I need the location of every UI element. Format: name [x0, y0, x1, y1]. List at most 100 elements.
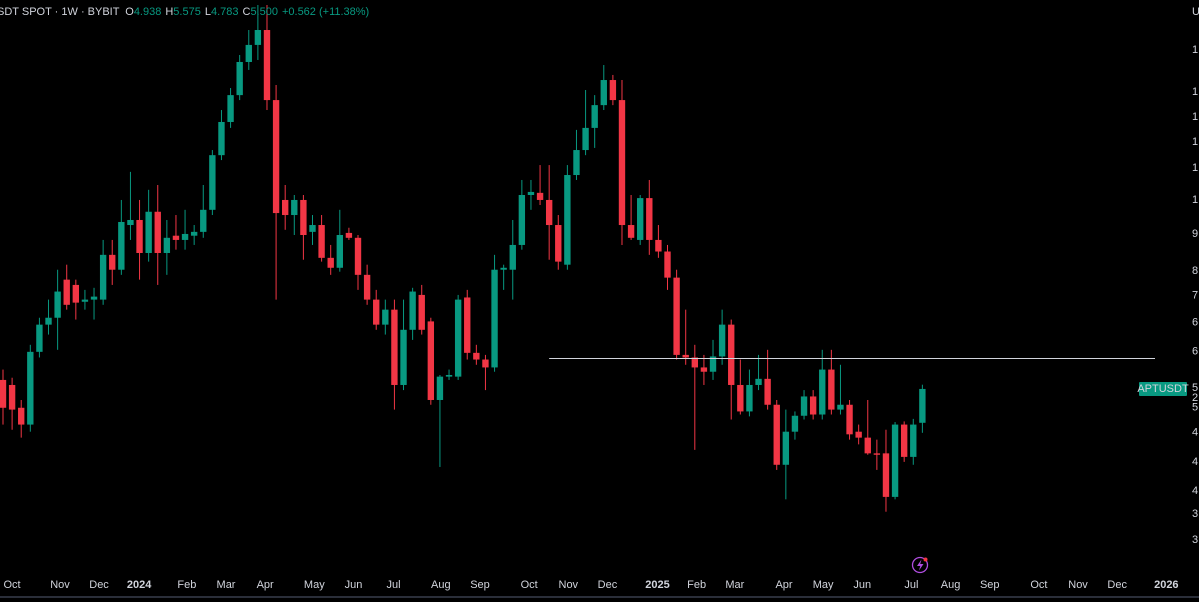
candle-body [609, 80, 617, 101]
y-tick-label: 9 [1192, 228, 1198, 240]
candle-body [682, 354, 689, 358]
candle-body [272, 100, 280, 214]
price-label-value: 5 [1192, 382, 1198, 394]
ohlc-value: 4.938 [134, 6, 162, 18]
candle-body [737, 384, 744, 412]
candle-body [509, 244, 516, 270]
candle-body [154, 211, 161, 253]
ohlc-key: H [165, 6, 173, 18]
price-label: APTUSDT 52 [1137, 382, 1198, 404]
change: +0.562 (+11.38%) [282, 6, 369, 18]
candle-body [200, 209, 207, 232]
x-tick-label: Aug [431, 579, 451, 591]
candle-body [791, 415, 799, 432]
x-tick-label: Feb [177, 579, 196, 591]
candle-body [291, 199, 298, 216]
x-tick-label: May [813, 579, 834, 591]
x-tick-label: Dec [598, 579, 618, 591]
candle-body [919, 388, 926, 423]
candle-body [118, 221, 125, 270]
x-tick-label: Mar [725, 579, 744, 591]
candle-body [382, 309, 389, 325]
candle-body [227, 95, 234, 122]
x-tick-label: 2024 [127, 579, 152, 591]
candle-body [846, 404, 853, 435]
candle-body [63, 279, 70, 305]
x-tick-label: Aug [941, 579, 961, 591]
candle-body [99, 254, 107, 300]
x-tick-label: Sep [470, 579, 490, 591]
candle-body [81, 299, 89, 302]
candle-body [882, 453, 890, 497]
candle-body [873, 453, 881, 455]
candle-body [755, 378, 762, 385]
x-tick-label: 2025 [645, 579, 669, 591]
candle-body [300, 199, 307, 236]
candle-body [718, 324, 726, 357]
candle-body [0, 379, 7, 408]
candle-body [582, 127, 589, 151]
ohlc-key: L [205, 6, 211, 18]
candle-body [27, 351, 34, 425]
x-tick-label: 2026 [1154, 579, 1178, 591]
candle-body [564, 175, 571, 265]
x-tick-label: Jun [853, 579, 871, 591]
candle-body [545, 199, 553, 226]
price-label-name: APTUSDT [1137, 383, 1189, 395]
candle-body [655, 239, 662, 252]
x-tick-label: May [304, 579, 325, 591]
candle-body [8, 384, 16, 410]
x-tick-label: Nov [559, 579, 579, 591]
candle-body [637, 198, 644, 240]
candle-body [127, 219, 134, 226]
price-label-box [1139, 381, 1187, 396]
x-tick-label: Jul [904, 579, 918, 591]
candle-body [855, 431, 862, 438]
candle-body [190, 231, 198, 236]
candle-body [673, 277, 680, 355]
candle-body [782, 431, 790, 465]
candle-body [591, 105, 598, 128]
candle-body [819, 369, 826, 415]
candle-body [728, 324, 735, 385]
candle-body [746, 384, 753, 412]
candle-body [245, 44, 252, 62]
y-tick-label: 6 [1192, 346, 1198, 358]
ohlc-key: O [125, 6, 134, 18]
candle-body [36, 324, 43, 352]
candle-body [45, 317, 52, 325]
x-tick-label: Apr [257, 579, 274, 591]
candle-body [700, 367, 708, 372]
candle-body [136, 219, 143, 253]
price-label-countdown: 2 [1192, 392, 1198, 404]
candle-body [236, 61, 243, 96]
y-tick-label: 5 [1192, 402, 1198, 414]
x-tick-label: Feb [687, 579, 706, 591]
x-tick-label: Oct [3, 579, 20, 591]
y-tick-label: 4 [1192, 485, 1198, 497]
candle-body [145, 211, 152, 253]
candle-body [864, 437, 871, 454]
candle-body [664, 251, 671, 278]
candle-body [600, 80, 607, 106]
alert-icon[interactable] [911, 556, 929, 574]
x-tick-label: Nov [1068, 579, 1088, 591]
symbol: SDT SPOT · 1W · BYBIT [0, 6, 120, 18]
x-tick-label: Nov [50, 579, 70, 591]
candle-body [254, 30, 262, 45]
x-tick-label: Sep [980, 579, 1000, 591]
ohlc-key: C [242, 6, 250, 18]
x-tick-label: Mar [217, 579, 236, 591]
ohlc-value: 4.783 [211, 6, 239, 18]
candle-body [809, 396, 817, 415]
candle-body [90, 296, 98, 300]
candle-body [54, 291, 61, 318]
candle-body [464, 297, 471, 353]
candle-body [282, 199, 289, 216]
y-tick-label: 6 [1192, 317, 1198, 329]
candle-body [555, 225, 562, 262]
candle-body [800, 396, 808, 416]
plot [0, 5, 1155, 512]
header: SDT SPOT · 1W · BYBIT O4.938 H5.575 L4.783 C… [0, 6, 369, 18]
